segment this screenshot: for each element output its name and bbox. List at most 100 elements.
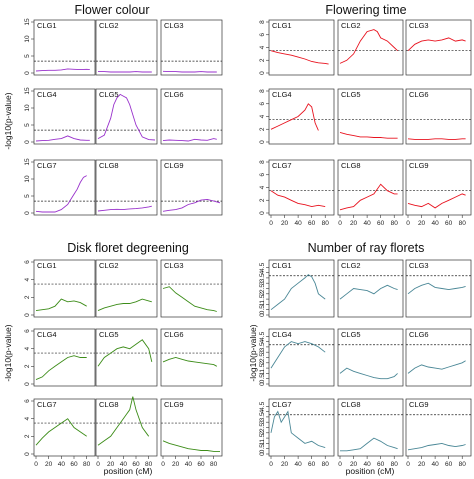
y-tick-label: 2 (24, 295, 31, 299)
series-line (407, 360, 466, 374)
panel-label: CLG9 (409, 400, 429, 409)
panel-frame (33, 398, 96, 457)
x-tick-label: 60 (308, 461, 316, 468)
x-tick-label: 80 (83, 461, 91, 468)
y-tick-label: 4 (24, 277, 31, 281)
x-tick-label: 40 (294, 220, 302, 227)
y-tick-label: 6 (259, 33, 266, 37)
panel-label: CLG4 (272, 330, 292, 339)
series-line (339, 131, 398, 139)
panel-label: CLG3 (164, 21, 184, 30)
x-axis-label: position (cM) (346, 466, 395, 476)
y-tick-label: 3.5 (259, 273, 266, 282)
panel-frame (95, 159, 158, 216)
panel-clg1: CLG1 0 2 4 6 8 (259, 19, 335, 76)
panel-frame (160, 88, 223, 145)
panel-clg9: CLG9 (160, 159, 223, 216)
panel-label: CLG1 (37, 21, 57, 30)
panel-frame (337, 259, 404, 318)
y-tick-label: 6 (24, 329, 31, 333)
chart-2: Disk floret degreening -log10(p-value) pos… (3, 241, 223, 476)
y-tick-label: 0 (259, 382, 266, 386)
y-tick-label: 0 (24, 313, 31, 317)
panel-label: CLG8 (99, 400, 119, 409)
panel-label: CLG5 (99, 330, 119, 339)
panel-label: CLG4 (272, 90, 292, 99)
x-tick-label: 40 (294, 461, 302, 468)
x-tick-label: 20 (350, 220, 358, 227)
panel-label: CLG1 (272, 21, 292, 30)
panel-label: CLG7 (37, 400, 57, 409)
y-tick-label: 6 (24, 260, 31, 264)
panel-frame (95, 88, 158, 145)
y-tick-label: 2 (259, 58, 266, 62)
panel-clg2: CLG2 (95, 259, 158, 318)
panel-frame (33, 159, 96, 216)
y-tick-label: 3 (259, 420, 266, 424)
x-tick-label: 0 (406, 220, 410, 227)
x-tick-label: 80 (145, 461, 153, 468)
y-tick-label: 3.5 (259, 412, 266, 421)
panel-label: CLG7 (37, 161, 57, 170)
x-tick-label: 40 (185, 461, 193, 468)
chart-3: Number of ray florets -log10(p-value) posi… (248, 241, 472, 476)
y-axis-label: -log10(p-value) (248, 324, 258, 381)
panel-label: CLG8 (99, 161, 119, 170)
y-tick-label: 1 (259, 302, 266, 306)
series-line (97, 396, 150, 446)
y-tick-label: 15 (24, 18, 31, 26)
y-tick-label: 4 (259, 114, 266, 118)
panel-frame (160, 259, 223, 318)
x-tick-label: 80 (391, 220, 399, 227)
x-tick-label: 20 (107, 461, 115, 468)
y-tick-label: 0 (24, 452, 31, 456)
panel-clg5: CLG5 (95, 88, 158, 145)
panel-frame (33, 328, 96, 387)
series-line (339, 29, 398, 64)
y-tick-label: 2.5 (259, 284, 266, 293)
series-line (35, 135, 90, 142)
series-line (270, 341, 326, 369)
panel-frame (95, 398, 158, 457)
panel-frame (33, 19, 96, 76)
y-tick-label: 15 (24, 158, 31, 166)
y-tick-label: 0.5 (259, 305, 266, 314)
y-axis-label: -log10(p-value) (3, 92, 13, 149)
x-tick-label: 80 (322, 461, 330, 468)
series-line (35, 175, 87, 213)
x-tick-label: 0 (269, 461, 273, 468)
series-line (270, 410, 326, 449)
x-tick-label: 60 (445, 461, 453, 468)
x-tick-label: 80 (210, 461, 218, 468)
panel-frame (160, 19, 223, 76)
series-line (35, 68, 90, 72)
x-tick-label: 0 (338, 220, 342, 227)
y-tick-label: 2 (24, 364, 31, 368)
panel-clg3: CLG3 (160, 19, 223, 76)
chart-title: Disk floret degreening (67, 241, 189, 255)
panel-label: CLG3 (409, 21, 429, 30)
y-tick-label: 6 (259, 102, 266, 106)
panel-clg8: CLG8 0 20 40 60 80 (337, 398, 404, 468)
y-tick-label: 8 (259, 20, 266, 24)
y-tick-label: 2 (259, 292, 266, 296)
panel-clg2: CLG2 (95, 19, 158, 76)
panel-label: CLG3 (164, 261, 184, 270)
panel-clg1: CLG1 0 2 4 6 (24, 259, 96, 318)
panel-frame (337, 88, 404, 145)
panel-clg8: CLG8 (95, 159, 158, 216)
panel-clg1: CLG1 00.511.522.533.544.5 (259, 259, 335, 318)
panel-clg9: CLG9 0 20 40 60 80 (405, 159, 472, 227)
y-tick-label: 4.5 (259, 262, 266, 271)
y-tick-label: 10 (24, 104, 31, 112)
panel-clg4: CLG4 0 5 10 15 (24, 87, 96, 145)
x-axis-label: position (cM) (104, 466, 153, 476)
x-tick-label: 40 (363, 461, 371, 468)
y-tick-label: 0 (259, 452, 266, 456)
x-tick-label: 80 (322, 220, 330, 227)
x-tick-label: 60 (132, 461, 140, 468)
x-tick-label: 20 (418, 220, 426, 227)
y-axis-label: -log10(p-value) (3, 324, 13, 381)
panel-clg1: CLG1 0 5 10 15 (24, 18, 96, 76)
